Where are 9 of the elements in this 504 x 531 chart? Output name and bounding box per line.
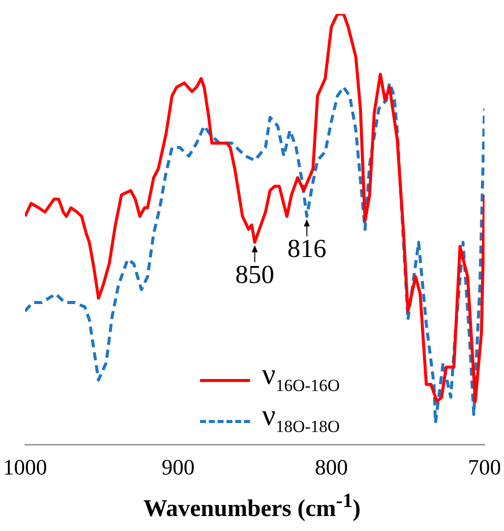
legend-label: ν$_{16O-16O}$: [262, 358, 340, 395]
x-axis-title: Wavenumbers (cm$^{-1}$): [142, 490, 362, 523]
annotation: 850: [235, 260, 274, 290]
annotation: 816: [287, 234, 326, 264]
x-tick-label: 700: [468, 454, 501, 480]
x-tick-label: 800: [314, 454, 348, 480]
legend-label: ν$_{18O-18O}$: [262, 399, 340, 438]
x-tick-label: 900: [162, 454, 195, 480]
x-tick-label: 1000: [3, 454, 47, 480]
